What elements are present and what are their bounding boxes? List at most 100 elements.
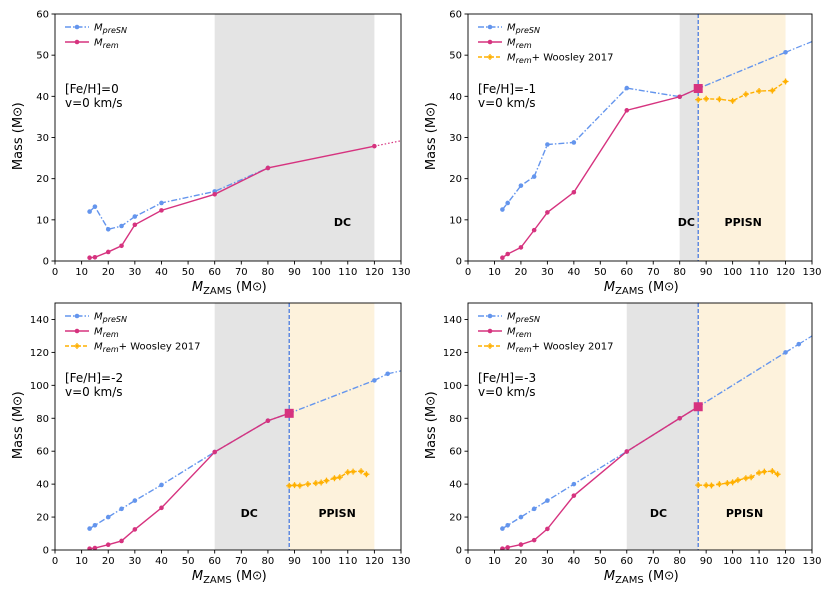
legend-marker-presn xyxy=(74,24,80,30)
data-point-presn xyxy=(385,371,390,377)
y-tick-label: 20 xyxy=(36,174,49,185)
y-tick-label: 10 xyxy=(36,215,49,226)
x-tick-label: 0 xyxy=(52,556,58,567)
x-tick-label: 120 xyxy=(365,267,384,278)
data-point-woosley-x xyxy=(704,96,709,101)
data-point-presn xyxy=(87,209,92,214)
x-tick-label: 110 xyxy=(750,267,769,278)
x-tick-label: 50 xyxy=(182,267,195,278)
data-point-woosley-x xyxy=(735,478,740,483)
y-tick-label: 30 xyxy=(36,133,49,144)
data-point-woosley-x xyxy=(696,483,701,488)
legend: MpreSN Mrem Mrem+ Woosley 2017 xyxy=(478,23,613,66)
y-axis-label-text: Mass (M xyxy=(424,117,439,170)
data-point-rem xyxy=(372,143,377,149)
x-tick-label: 30 xyxy=(541,267,554,278)
region-label-dc: DC xyxy=(334,216,351,229)
sun-symbol-icon xyxy=(253,571,262,580)
y-tick-label: 40 xyxy=(449,480,462,491)
x-tick-label: 20 xyxy=(515,267,528,278)
data-point-presn xyxy=(500,526,505,531)
sun-symbol-dot xyxy=(256,285,259,288)
x-axis-label-close: ) xyxy=(262,280,267,295)
region-label-ppisn: PPISN xyxy=(318,507,355,520)
region-dc xyxy=(626,303,699,550)
x-tick-label: 20 xyxy=(102,267,115,278)
x-tick-label: 90 xyxy=(288,267,301,278)
data-point-woosley-x xyxy=(313,481,318,486)
series-line-rem xyxy=(501,87,699,259)
y-tick-label: 20 xyxy=(36,513,49,524)
x-tick-label: 70 xyxy=(235,267,248,278)
y-tick-label: 50 xyxy=(36,51,49,62)
x-tick-label: 90 xyxy=(700,556,713,567)
data-point-presn xyxy=(518,514,524,520)
y-tick-label: 140 xyxy=(443,315,462,326)
data-point-woosley-x xyxy=(762,469,767,474)
rotation-label: v=0 km/s xyxy=(478,96,536,110)
x-tick-label: 120 xyxy=(776,267,795,278)
data-point-rem xyxy=(159,208,164,213)
y-axis-label: Mass (M) xyxy=(11,102,26,170)
data-point-rem xyxy=(518,245,524,250)
data-point-woosley-x xyxy=(704,483,709,488)
x-tick-label: 30 xyxy=(541,556,554,567)
region-ppisn xyxy=(698,14,786,261)
y-axis-label-close: ) xyxy=(424,102,439,107)
data-point-presn xyxy=(545,142,550,147)
data-point-rem xyxy=(677,415,682,421)
legend-label-woosley: Mrem+ Woosley 2017 xyxy=(507,53,613,66)
x-tick-label: 100 xyxy=(312,556,331,567)
x-tick-label: 100 xyxy=(312,267,331,278)
x-tick-label: 130 xyxy=(802,556,821,567)
region-dc xyxy=(214,303,290,550)
x-tick-label: 80 xyxy=(673,267,686,278)
legend-label-woosley: Mrem+ Woosley 2017 xyxy=(94,342,200,355)
x-tick-label: 120 xyxy=(365,556,384,567)
legend-marker-rem xyxy=(74,39,80,45)
x-tick-label: 70 xyxy=(647,267,660,278)
y-axis-label: Mass (M) xyxy=(11,391,26,459)
region-label-ppisn: PPISN xyxy=(726,507,763,520)
y-axis-label-close: ) xyxy=(11,391,26,396)
region-label-dc: DC xyxy=(678,216,695,229)
rotation-label: v=0 km/s xyxy=(65,96,123,110)
data-point-woosley-x xyxy=(743,476,748,481)
y-tick-label: 0 xyxy=(43,546,49,557)
y-tick-label: 40 xyxy=(36,92,49,103)
legend-label-woosley: Mrem+ Woosley 2017 xyxy=(507,342,613,355)
legend-marker-rem xyxy=(487,39,493,45)
data-point-woosley-x xyxy=(743,92,748,97)
extension-line xyxy=(785,41,812,53)
data-point-rem xyxy=(92,254,98,260)
data-point-woosley-x xyxy=(757,470,761,475)
data-point-rem xyxy=(105,249,111,255)
x-tick-label: 30 xyxy=(128,556,141,567)
metallicity-label: [Fe/H]=-3 xyxy=(478,371,536,385)
plot-area xyxy=(500,303,812,550)
x-tick-label: 130 xyxy=(391,556,410,567)
legend: MpreSN Mrem xyxy=(65,23,127,50)
y-axis-label-close: ) xyxy=(11,102,26,107)
data-point-presn xyxy=(119,506,124,512)
x-tick-label: 50 xyxy=(594,556,607,567)
data-point-woosley-x xyxy=(305,482,310,487)
data-point-woosley-x xyxy=(359,469,363,474)
y-tick-label: 30 xyxy=(449,133,462,144)
x-tick-label: 90 xyxy=(700,267,713,278)
data-point-presn xyxy=(159,482,164,488)
legend-label-presn: MpreSN xyxy=(507,312,540,325)
y-tick-label: 40 xyxy=(449,92,462,103)
data-point-woosley-x xyxy=(696,97,701,102)
data-point-woosley-x xyxy=(292,483,297,488)
data-point-rem xyxy=(531,227,537,233)
x-axis-label: MZAMS (M xyxy=(192,280,252,297)
rotation-label: v=0 km/s xyxy=(478,385,536,399)
data-point-presn xyxy=(119,223,124,229)
y-axis-label: Mass (M) xyxy=(424,391,439,459)
legend-marker-rem xyxy=(74,328,80,334)
region-label-dc: DC xyxy=(241,507,258,520)
metallicity-label: [Fe/H]=-2 xyxy=(65,371,123,385)
sun-symbol-icon xyxy=(665,282,674,291)
